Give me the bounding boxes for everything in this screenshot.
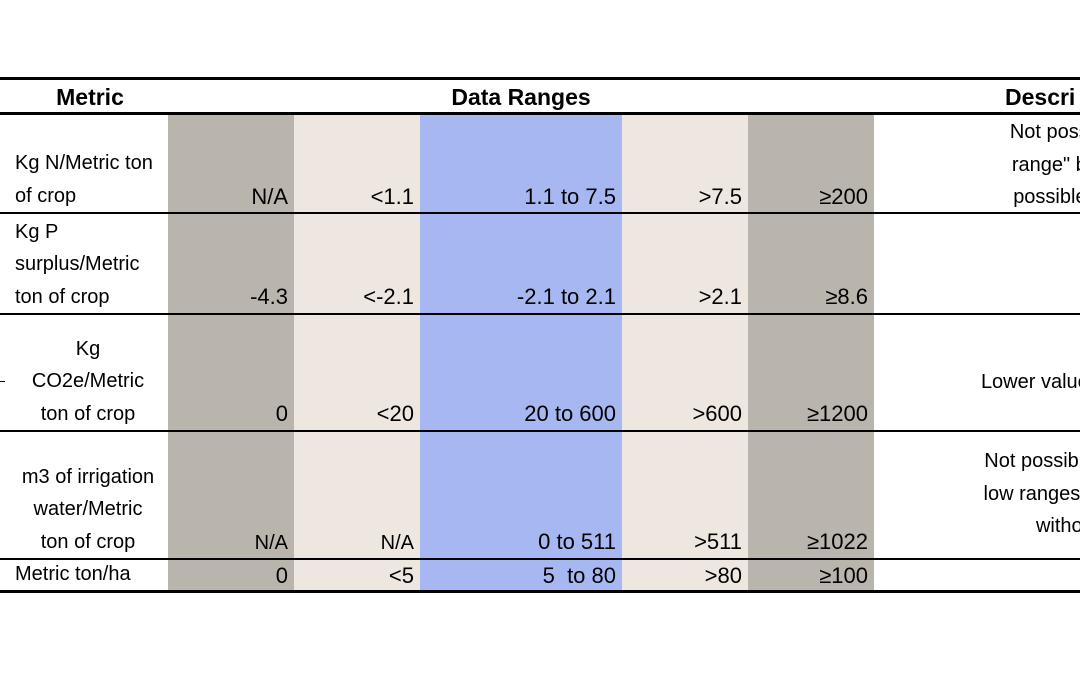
row-3-metric-line: Kg	[75, 337, 101, 360]
row-4-description: Not possible to deter low ranges" becaus…	[876, 445, 1080, 543]
row-2-metric: Kg P surplus/Metric ton of crop	[0, 215, 166, 313]
band-column-4	[622, 114, 748, 591]
row-4-value-target: 0 to 511	[538, 529, 616, 554]
row-2-value-1: -4.3	[250, 284, 288, 309]
row-3-value-1: 0	[275, 401, 288, 426]
rule-header	[0, 112, 1080, 115]
row-5-metric-line: Metric ton/ha	[15, 563, 131, 585]
row-3-marker	[0, 381, 5, 382]
band-column-2	[294, 114, 420, 591]
row-4-value-5: ≥1022	[806, 529, 868, 554]
row-1-description: Not possible to range" becaus possible w…	[876, 116, 1080, 214]
row-3-value-4: >600	[692, 401, 742, 426]
row-5-value-5: ≥100	[819, 563, 868, 588]
header-data-ranges: Data Ranges	[451, 84, 591, 110]
row-4-description-line: low ranges" because	[983, 482, 1080, 505]
rule-row-1	[0, 212, 1080, 214]
header-metric: Metric	[56, 84, 124, 110]
row-5-value-target: 5 to 80	[542, 563, 616, 588]
row-4-description-line: Not possible to deter	[984, 450, 1080, 472]
band-column-5	[748, 114, 874, 591]
row-5-value-4: >80	[704, 563, 742, 588]
row-2-value-target: -2.1 to 2.1	[516, 284, 616, 309]
row-4-metric-line: ton of crop	[40, 530, 136, 553]
row-5-value-2: <5	[388, 563, 414, 588]
row-2-value-2: <-2.1	[363, 284, 414, 309]
row-1-metric-line: Kg N/Metric ton	[15, 152, 153, 174]
row-5-value-1: 0	[275, 563, 288, 588]
row-4-description-line: without ir	[1035, 515, 1080, 537]
row-4-value-1: N/A	[254, 532, 288, 554]
row-1-value-2: <1.1	[370, 184, 414, 209]
row-2-value-4: >2.1	[698, 284, 742, 309]
row-3-metric-line: CO2e/Metric	[31, 370, 145, 392]
row-3-value-2: <20	[376, 401, 414, 426]
row-3-metric-line: ton of crop	[40, 402, 136, 425]
row-1-value-target: 1.1 to 7.5	[524, 184, 616, 209]
rule-row-3	[0, 430, 1080, 432]
row-3-description-line: Lower values are des	[980, 371, 1080, 393]
rule-top	[0, 77, 1080, 80]
row-4-metric-line: m3 of irrigation	[21, 465, 155, 488]
row-2-metric-line: Kg P	[15, 220, 59, 243]
band-column-1	[168, 114, 294, 591]
row-2-metric-line: ton of crop	[15, 285, 110, 308]
rule-bottom	[0, 590, 1080, 593]
row-2-metric-line: surplus/Metric	[15, 253, 140, 275]
row-1-description-line: range" becaus	[1011, 153, 1080, 176]
row-5-metric: Metric ton/ha	[0, 560, 166, 590]
row-3-value-5: ≥1200	[806, 401, 868, 426]
row-1-value-1: N/A	[251, 184, 288, 209]
row-1-value-4: >7.5	[698, 184, 742, 209]
row-4-metric: m3 of irrigation water/Metric ton of cro…	[0, 461, 166, 558]
row-3-value-target: 20 to 600	[524, 401, 616, 426]
row-4-value-2: N/A	[380, 532, 414, 554]
row-1-description-line: Not possible to	[1009, 121, 1080, 143]
row-1-metric: Kg N/Metric ton of crop	[0, 149, 166, 212]
row-1-metric-line: of crop	[15, 184, 77, 207]
row-3-metric: Kg CO2e/Metric ton of crop	[0, 333, 166, 430]
row-1-value-5: ≥200	[819, 184, 868, 209]
row-4-value-4: >511	[694, 529, 742, 554]
row-4-metric-line: water/Metric	[33, 498, 143, 520]
band-column-target	[420, 114, 622, 591]
row-3-description: Lower values are des	[876, 366, 1080, 399]
rule-row-2	[0, 313, 1080, 315]
row-1-description-line: possible witho	[1013, 186, 1080, 208]
rule-row-4	[0, 558, 1080, 560]
row-2-value-5: ≥8.6	[825, 284, 868, 309]
header-description: Descri	[1005, 84, 1076, 110]
